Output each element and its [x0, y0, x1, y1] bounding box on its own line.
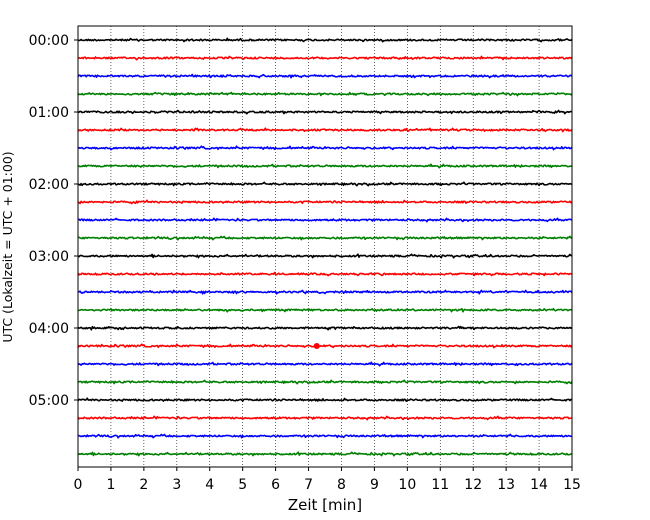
trace-0115 [77, 127, 573, 133]
trace-0315 [77, 271, 573, 277]
trace-0430 [77, 361, 573, 367]
x-tick-label: 3 [172, 477, 181, 493]
x-axis: 0 1 2 3 4 5 6 7 8 9 10 11 12 13 14 15 [74, 467, 581, 493]
trace-0345 [77, 307, 573, 313]
x-tick-label: 2 [139, 477, 148, 493]
x-tick-label: 11 [431, 477, 449, 493]
trace-0515 [77, 415, 573, 421]
trace-0530 [77, 433, 573, 439]
trace-0000 [77, 37, 573, 43]
x-tick-label: 15 [563, 477, 581, 493]
trace-0445 [77, 379, 573, 385]
x-tick-label: 13 [497, 477, 515, 493]
x-tick-label: 5 [238, 477, 247, 493]
x-tick-label: 1 [106, 477, 115, 493]
x-tick-label: 7 [304, 477, 313, 493]
trace-0330 [77, 289, 573, 295]
x-tick-label: 4 [205, 477, 214, 493]
trace-0015 [77, 55, 573, 61]
y-axis: 00:00 01:00 02:00 03:00 04:00 05:00 [29, 33, 78, 409]
trace-0100 [77, 109, 573, 115]
trace-0145 [77, 163, 573, 169]
x-tick-label: 14 [530, 477, 548, 493]
y-tick-label: 00:00 [29, 33, 69, 49]
y-tick-label: 02:00 [29, 177, 69, 193]
trace-0300 [77, 253, 573, 259]
x-tick-label: 10 [398, 477, 416, 493]
trace-0545 [77, 451, 573, 457]
trace-0215 [77, 199, 573, 205]
x-tick-label: 8 [337, 477, 346, 493]
y-tick-label: 05:00 [29, 393, 69, 409]
trace-0200 [77, 181, 573, 187]
trace-0230 [77, 217, 573, 223]
trace-0415 [77, 343, 573, 349]
trace-0130 [77, 145, 573, 151]
y-axis-label: UTC (Lokalzeit = UTC + 01:00) [0, 151, 15, 342]
y-tick-label: 04:00 [29, 321, 69, 337]
x-tick-label: 9 [370, 477, 379, 493]
trace-0045 [77, 91, 573, 97]
trace-0030 [77, 73, 573, 79]
y-tick-label: 01:00 [29, 105, 69, 121]
x-tick-label: 12 [464, 477, 482, 493]
event-marker [313, 343, 320, 349]
y-tick-label: 03:00 [29, 249, 69, 265]
trace-0245 [77, 235, 573, 241]
x-axis-label: Zeit [min] [288, 496, 362, 514]
trace-0400 [77, 325, 573, 331]
trace-0500 [77, 397, 573, 403]
plot-frame [77, 25, 573, 468]
x-tick-label: 6 [271, 477, 280, 493]
x-tick-label: 0 [74, 477, 83, 493]
trace-group [77, 37, 573, 457]
